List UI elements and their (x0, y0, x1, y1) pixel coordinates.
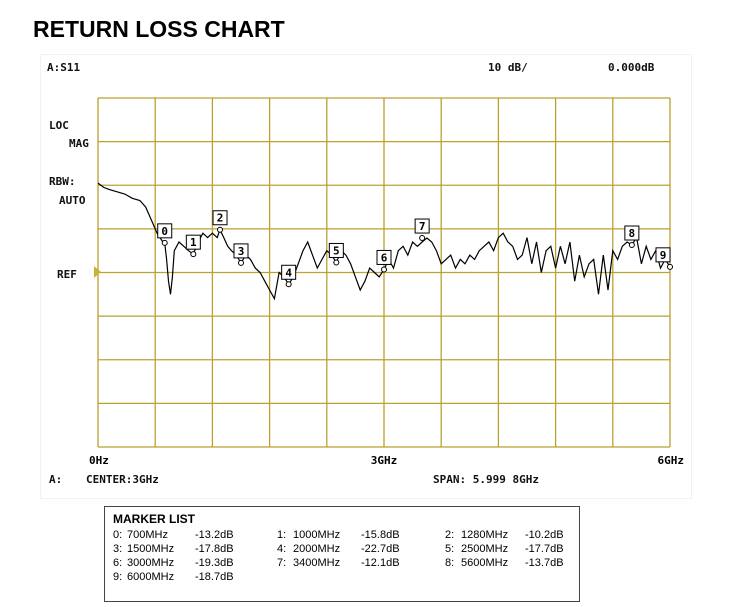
plot-grid (97, 97, 671, 448)
center-label: CENTER:3GHz (86, 473, 159, 486)
channel-label: A: (49, 473, 63, 486)
marker-point (217, 226, 224, 233)
marker-list-title: MARKER LIST (113, 512, 195, 526)
format-label-line2: MAG (69, 137, 89, 150)
format-label-line1: LOC (49, 119, 69, 132)
marker-list-val: -13.7dB (525, 557, 564, 569)
marker-list-freq: 1280MHz (461, 529, 509, 541)
marker-list-freq: 700MHz (127, 529, 168, 541)
marker-point (190, 251, 197, 258)
marker-list-idx: 9: (113, 571, 123, 583)
marker-list-idx: 6: (113, 557, 123, 569)
marker-point (238, 259, 244, 266)
marker-list-val: -17.7dB (525, 543, 564, 555)
marker-flag (376, 249, 392, 265)
rbw-label-line2: AUTO (59, 194, 86, 207)
marker-point (667, 263, 673, 270)
marker-list-idx: 1: (277, 529, 287, 541)
marker-list-freq: 2500MHz (461, 543, 509, 555)
marker-list-freq: 1000MHz (293, 529, 341, 541)
marker-flag-label: 4 (285, 266, 292, 279)
marker-flag (328, 242, 344, 258)
marker-list-freq: 6000MHz (127, 571, 175, 583)
marker-list-val: -17.8dB (195, 543, 234, 555)
marker-list-idx: 8: (445, 557, 455, 569)
marker-list-val: -12.1dB (361, 557, 400, 569)
marker-point (628, 242, 635, 249)
marker-list-val: -19.3dB (195, 557, 234, 569)
marker-list-panel: MARKER LIST 0: 700MHz -13.2dB 1: 1000MHz -15.… (104, 506, 580, 602)
marker-flag-label: 7 (419, 220, 426, 233)
marker-list-freq: 1500MHz (127, 543, 175, 555)
marker-list-freq: 2000MHz (293, 543, 341, 555)
span-label: SPAN: 5.999 8GHz (433, 473, 539, 486)
marker-list-val: -10.2dB (525, 529, 564, 541)
chart-title: RETURN LOSS CHART (33, 16, 285, 42)
marker-list-val: -15.8dB (361, 529, 400, 541)
x-tick-labels: 0Hz 3GHz 6GHz (89, 454, 684, 467)
scale-label: 10 dB/ (488, 61, 528, 74)
x-tick-label: 6GHz (658, 454, 685, 467)
x-tick-label: 3GHz (371, 454, 398, 467)
marker-list-freq: 5600MHz (461, 557, 509, 569)
marker-list-freq: 3400MHz (293, 557, 341, 569)
marker-point (419, 235, 426, 242)
marker-list-val: -22.7dB (361, 543, 400, 555)
marker-flag (624, 225, 640, 241)
marker-list-freq: 3000MHz (127, 557, 175, 569)
marker-point (381, 266, 387, 273)
marker-flag-label: 6 (381, 251, 388, 264)
marker-point (161, 239, 168, 246)
marker-flag-label: 1 (190, 236, 197, 249)
marker-list-idx: 0: (113, 529, 123, 541)
marker-flag (281, 264, 297, 280)
marker-flag (414, 218, 430, 234)
marker-list-val: -13.2dB (195, 529, 234, 541)
marker-flag-label: 3 (238, 245, 245, 258)
ref-value-label: 0.000dB (608, 61, 655, 74)
marker-list-idx: 5: (445, 543, 455, 555)
marker-flag-label: 2 (217, 212, 224, 225)
ref-arrow-icon (94, 266, 101, 278)
marker-flag-label: 0 (161, 225, 168, 238)
rbw-label-line1: RBW: (49, 175, 76, 188)
marker-list-idx: 4: (277, 543, 287, 555)
marker-point (333, 259, 340, 266)
marker-flag-label: 9 (660, 249, 667, 262)
marker-flag (185, 234, 201, 250)
marker-list-idx: 7: (277, 557, 287, 569)
marker-flag (233, 243, 249, 259)
marker-flag (212, 210, 228, 226)
marker-flag (655, 247, 671, 263)
marker-flag-label: 5 (333, 244, 340, 257)
marker-flag (157, 223, 173, 239)
trace-label: A:S11 (47, 61, 81, 74)
trace-markers: 0 1 2 3 4 5 6 7 8 9 (157, 210, 673, 288)
x-tick-label: 0Hz (89, 454, 109, 467)
marker-list-val: -18.7dB (195, 571, 234, 583)
marker-list-idx: 3: (113, 543, 123, 555)
marker-point (285, 281, 292, 288)
ref-label: REF (57, 268, 77, 281)
marker-flag-label: 8 (629, 227, 636, 240)
marker-list-idx: 2: (445, 529, 455, 541)
